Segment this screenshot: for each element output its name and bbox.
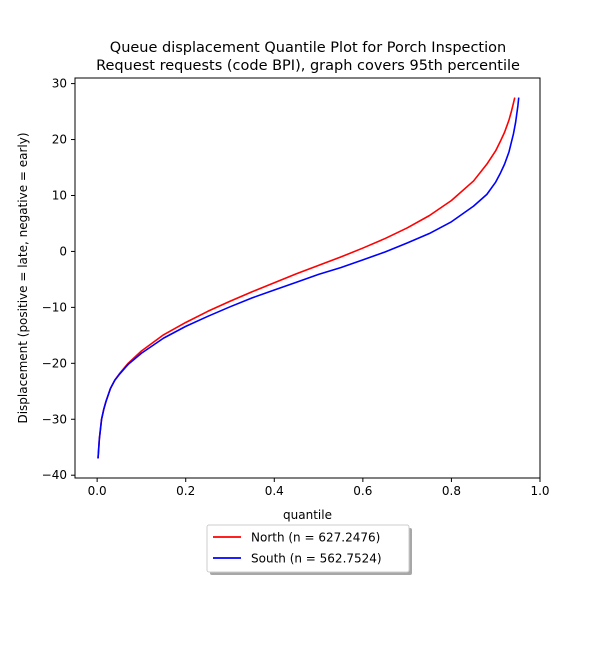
legend-box [206,524,410,573]
y-axis-label: Displacement (positive = late, negative … [16,132,30,423]
y-tick-label: 0 [59,244,67,258]
y-tick-label: 10 [52,188,67,202]
chart-title-line-2: Request requests (code BPI), graph cover… [96,58,520,74]
legend-label-0: North (n = 627.2476) [251,531,380,545]
x-axis: 0.0 0.2 0.4 0.6 0.8 1.0 [88,478,550,498]
y-tick-label: −40 [42,468,67,482]
legend-label-1: South (n = 562.7524) [251,552,382,566]
y-tick-label: −20 [42,356,67,370]
y-tick-label: 20 [52,133,67,147]
chart-title-line-1: Queue displacement Quantile Plot for Por… [110,40,506,56]
x-tick-label: 0.8 [442,484,461,498]
legend-items: North (n = 627.2476) South (n = 562.7524) [213,531,382,566]
series-layer [97,97,520,459]
x-tick-label: 0.6 [353,484,372,498]
x-axis-label: quantile [283,508,332,522]
x-tick-label: 0.4 [265,484,284,498]
series-line-1 [97,97,520,459]
legend: North (n = 627.2476) South (n = 562.7524) [206,524,412,575]
plot-frame [74,77,541,479]
x-tick-label: 1.0 [530,484,549,498]
y-axis: −40 −30 −20 −10 0 10 20 30 [42,77,75,482]
x-tick-label: 0.2 [176,484,195,498]
y-tick-label: −10 [42,300,67,314]
y-tick-label: 30 [52,77,67,91]
y-tick-label: −30 [42,412,67,426]
x-tick-label: 0.0 [88,484,107,498]
